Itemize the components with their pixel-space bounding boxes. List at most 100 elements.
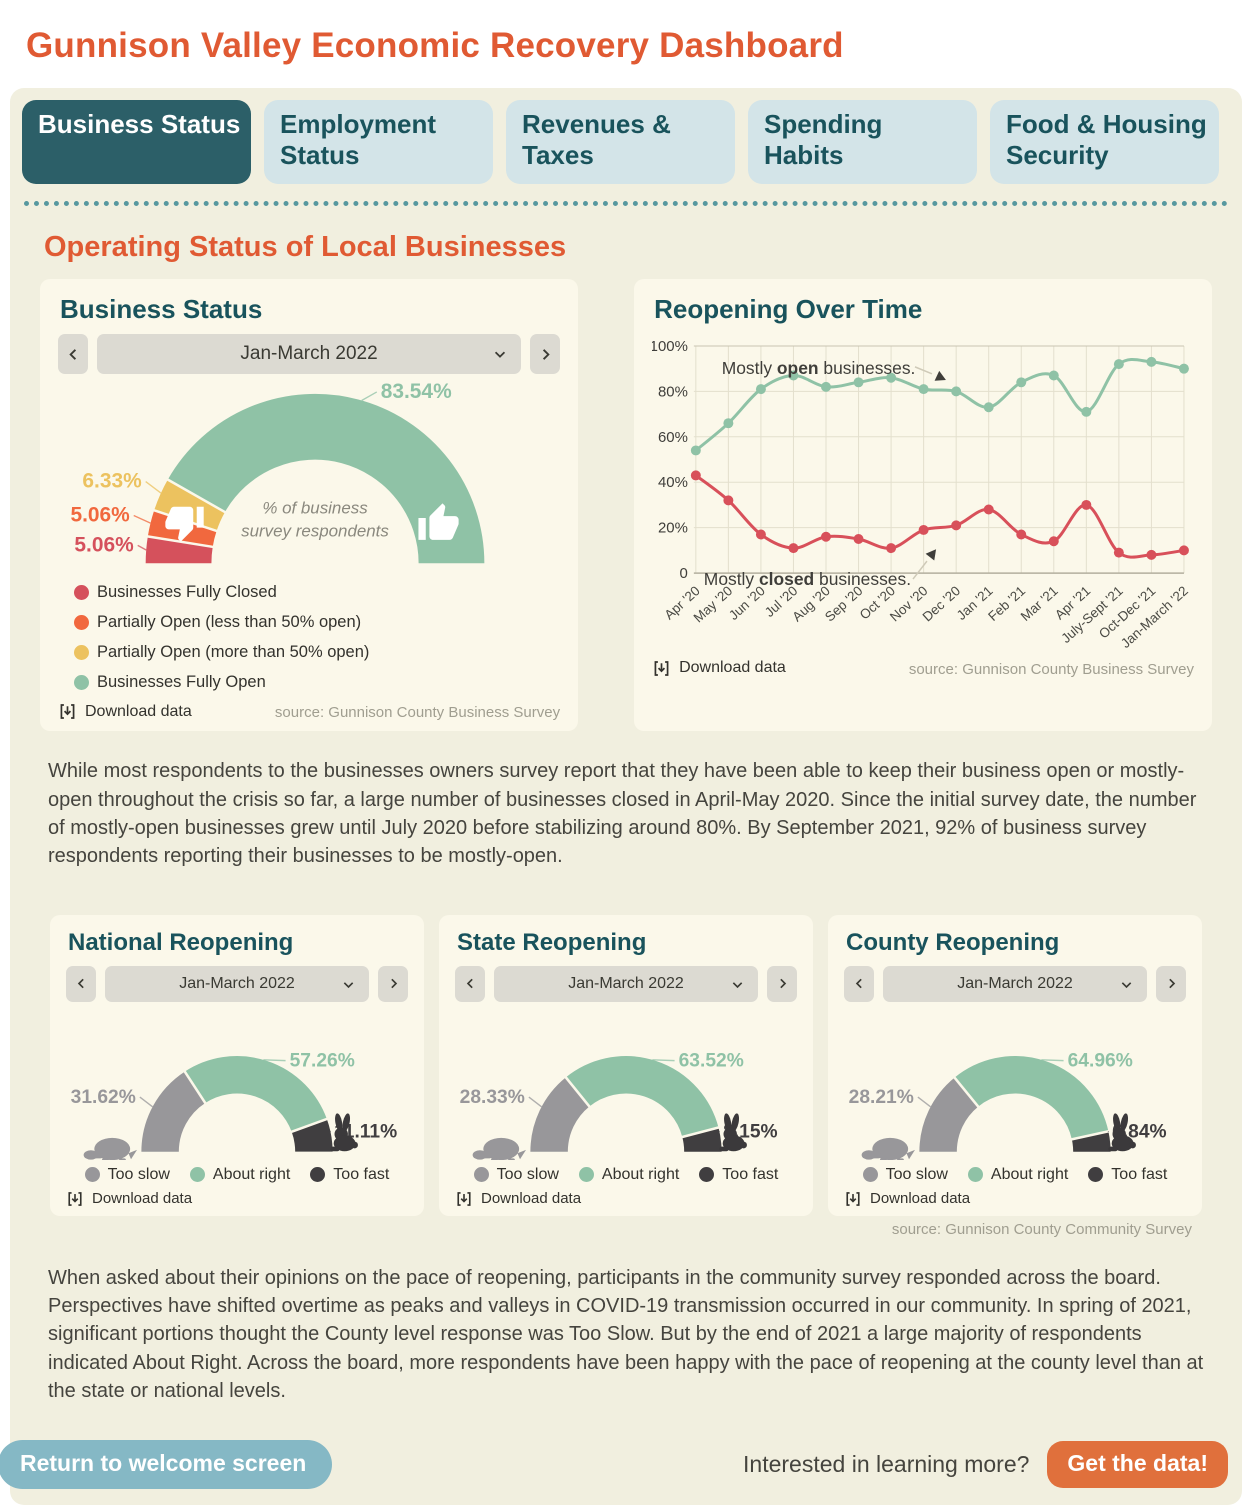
- chevron-down-icon: [730, 977, 745, 992]
- period-selector: Jan-March 2022: [66, 966, 408, 1002]
- legend-dot-icon: [579, 1167, 594, 1182]
- chevron-down-icon: [1119, 977, 1134, 992]
- county-reopening-gauge-chart: 28.21%64.96%6.84%: [844, 1006, 1186, 1160]
- svg-text:20%: 20%: [658, 520, 688, 537]
- section-title: Operating Status of Local Businesses: [44, 231, 1242, 264]
- svg-text:Mostly open businesses.: Mostly open businesses.: [722, 358, 916, 378]
- card-county-reopening: County Reopening Jan-March 2022 28.21%64…: [828, 915, 1202, 1216]
- download-data-button[interactable]: Download data: [844, 1190, 1186, 1208]
- turtle-icon: [862, 1138, 915, 1160]
- svg-text:63.52%: 63.52%: [679, 1051, 744, 1072]
- legend: Businesses Fully Closed Partially Open (l…: [74, 583, 560, 692]
- period-select[interactable]: Jan-March 2022: [494, 966, 758, 1002]
- tab-food-housing-security[interactable]: Food & Housing Security: [990, 100, 1219, 184]
- svg-text:Jun '20: Jun '20: [726, 583, 768, 623]
- period-prev-button[interactable]: [58, 334, 88, 374]
- svg-text:6.33%: 6.33%: [82, 470, 142, 493]
- legend-dot-icon: [74, 645, 89, 660]
- legend-dot-icon: [310, 1167, 325, 1182]
- legend-dot-icon: [968, 1167, 983, 1182]
- chevron-left-icon: [74, 976, 89, 991]
- period-prev-button[interactable]: [455, 966, 485, 1002]
- chevron-right-icon: [1164, 976, 1179, 991]
- chevron-down-icon: [492, 346, 508, 362]
- reopening-summary-paragraph: When asked about their opinions on the p…: [48, 1264, 1204, 1406]
- chevron-left-icon: [463, 976, 478, 991]
- get-data-button[interactable]: Get the data!: [1047, 1441, 1228, 1488]
- footer: Return to welcome screen Interested in l…: [10, 1440, 1242, 1489]
- turtle-icon: [84, 1138, 137, 1160]
- svg-text:0: 0: [680, 565, 688, 582]
- period-select[interactable]: Jan-March 2022: [97, 334, 521, 374]
- svg-text:Mostly closed businesses.: Mostly closed businesses.: [704, 569, 911, 589]
- legend-label: Too fast: [333, 1166, 389, 1184]
- legend-item: Businesses Fully Closed: [74, 583, 277, 602]
- tab-business-status[interactable]: Business Status: [22, 100, 251, 184]
- period-select[interactable]: Jan-March 2022: [883, 966, 1147, 1002]
- period-next-button[interactable]: [767, 966, 797, 1002]
- card-title: State Reopening: [457, 929, 797, 957]
- legend-label: Businesses Fully Closed: [97, 583, 277, 602]
- svg-text:5.06%: 5.06%: [70, 503, 130, 526]
- legend-label: Partially Open (less than 50% open): [97, 613, 361, 632]
- download-icon: [66, 1190, 84, 1208]
- download-data-button[interactable]: Download data: [652, 659, 786, 678]
- legend-item: Partially Open (more than 50% open): [74, 643, 369, 662]
- legend-dot-icon: [74, 585, 89, 600]
- legend-item: About right: [190, 1166, 290, 1184]
- svg-text:64.96%: 64.96%: [1068, 1051, 1133, 1072]
- chevron-right-icon: [775, 976, 790, 991]
- legend-item: Too fast: [310, 1166, 389, 1184]
- chevron-left-icon: [852, 976, 867, 991]
- svg-text:60%: 60%: [658, 429, 688, 446]
- legend: Too slow About right Too fast: [844, 1166, 1186, 1184]
- state-reopening-gauge-chart: 28.33%63.52%8.15%: [455, 1006, 797, 1160]
- legend-label: Too fast: [1111, 1166, 1167, 1184]
- svg-text:survey respondents: survey respondents: [241, 521, 389, 540]
- legend-label: About right: [602, 1166, 679, 1184]
- period-select[interactable]: Jan-March 2022: [105, 966, 369, 1002]
- card-title: Reopening Over Time: [654, 294, 1194, 325]
- tab-spending-habits[interactable]: Spending Habits: [748, 100, 977, 184]
- card-business-status: Business Status Jan-March 2022 5.06%5.06…: [40, 279, 578, 731]
- turtle-icon: [473, 1138, 526, 1160]
- legend-dot-icon: [699, 1167, 714, 1182]
- dashboard-panel: Business Status Employment Status Revenu…: [10, 88, 1242, 1505]
- card-state-reopening: State Reopening Jan-March 2022 28.33%63.…: [439, 915, 813, 1216]
- community-survey-source-text: source: Gunnison County Community Survey: [10, 1221, 1242, 1238]
- download-icon: [455, 1190, 473, 1208]
- legend-label: Too slow: [886, 1166, 948, 1184]
- legend-item: About right: [968, 1166, 1068, 1184]
- legend-dot-icon: [863, 1167, 878, 1182]
- svg-text:28.21%: 28.21%: [849, 1087, 914, 1108]
- period-prev-button[interactable]: [844, 966, 874, 1002]
- learn-more-text: Interested in learning more?: [743, 1451, 1029, 1478]
- tab-revenues-taxes[interactable]: Revenues & Taxes: [506, 100, 735, 184]
- return-welcome-button[interactable]: Return to welcome screen: [0, 1440, 332, 1489]
- legend-label: Too slow: [497, 1166, 559, 1184]
- period-next-button[interactable]: [378, 966, 408, 1002]
- download-data-button[interactable]: Download data: [58, 702, 192, 721]
- download-icon: [58, 702, 77, 721]
- period-prev-button[interactable]: [66, 966, 96, 1002]
- legend-dot-icon: [474, 1167, 489, 1182]
- tab-employment-status[interactable]: Employment Status: [264, 100, 493, 184]
- legend-item: Too slow: [863, 1166, 948, 1184]
- legend-item: Too slow: [474, 1166, 559, 1184]
- period-next-button[interactable]: [1156, 966, 1186, 1002]
- page-title: Gunnison Valley Economic Recovery Dashbo…: [0, 0, 1252, 88]
- svg-text:57.26%: 57.26%: [290, 1051, 355, 1072]
- legend-item: Too fast: [1088, 1166, 1167, 1184]
- legend-item: About right: [579, 1166, 679, 1184]
- period-next-button[interactable]: [530, 334, 560, 374]
- download-data-button[interactable]: Download data: [455, 1190, 797, 1208]
- charts-row-bottom: National Reopening Jan-March 2022 31.62%…: [10, 915, 1242, 1216]
- legend-dot-icon: [1088, 1167, 1103, 1182]
- period-selector: Jan-March 2022: [844, 966, 1186, 1002]
- business-summary-paragraph: While most respondents to the businesses…: [48, 757, 1204, 871]
- legend-label: About right: [213, 1166, 290, 1184]
- legend-label: About right: [991, 1166, 1068, 1184]
- download-data-button[interactable]: Download data: [66, 1190, 408, 1208]
